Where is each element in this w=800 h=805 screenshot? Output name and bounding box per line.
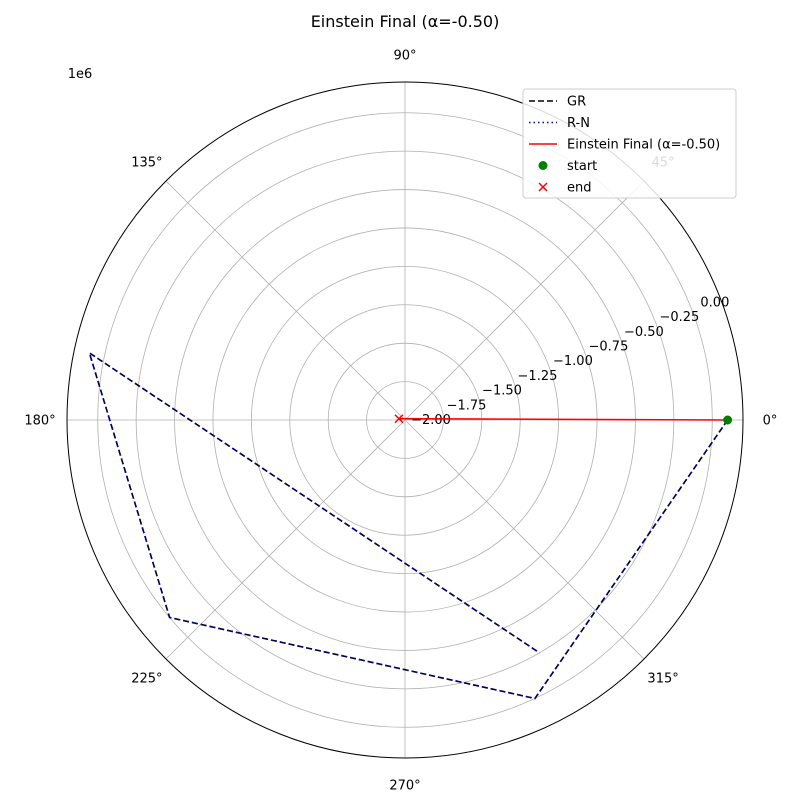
angular-tick-label: 180° <box>24 414 55 429</box>
legend-label: start <box>567 159 597 174</box>
radial-tick-label: −0.25 <box>659 310 699 325</box>
angular-tick-label: 225° <box>131 672 162 687</box>
series-line <box>398 417 728 421</box>
series-group <box>87 350 729 700</box>
angular-gridline <box>404 180 645 421</box>
angular-tick-label: 90° <box>393 49 416 64</box>
radial-tick-label: −0.75 <box>589 340 629 355</box>
marker-end <box>394 414 404 424</box>
legend-label: GR <box>567 95 586 110</box>
chart-title: Einstein Final (α=-0.50) <box>311 12 500 31</box>
angular-gridline <box>404 419 645 660</box>
radial-tick-label: −1.75 <box>447 398 487 413</box>
angular-gridline <box>165 419 406 660</box>
radial-tick-label: −1.50 <box>482 384 522 399</box>
legend-label: R-N <box>567 116 590 131</box>
marker-end-stroke <box>394 414 404 424</box>
polar-frame <box>66 81 744 759</box>
angular-tick-label: 315° <box>647 672 678 687</box>
radial-tick-label: −2.00 <box>411 413 451 428</box>
angular-tick-label: 0° <box>763 414 778 429</box>
angular-tick-label: 270° <box>389 779 420 794</box>
series-line <box>87 350 729 700</box>
radial-tick-label: −1.25 <box>518 369 558 384</box>
angular-tick-label: 135° <box>131 155 162 170</box>
radial-tick-label: −1.00 <box>553 354 593 369</box>
marker-start <box>723 415 733 425</box>
radial-offset-label: 1e6 <box>68 67 93 82</box>
radial-tick-label: −0.50 <box>624 325 664 340</box>
legend-label: Einstein Final (α=-0.50) <box>567 138 720 153</box>
legend-handle-circle <box>538 161 548 170</box>
legend-label: end <box>567 181 592 196</box>
radial-tick-label: 0.00 <box>700 295 729 310</box>
angular-gridline <box>165 180 406 421</box>
legend-handle-x <box>538 182 548 192</box>
markers-group <box>394 414 733 425</box>
legend-box <box>522 88 737 199</box>
legend: GR R-N Einstein Final (α=-0.50) start end <box>522 88 737 199</box>
